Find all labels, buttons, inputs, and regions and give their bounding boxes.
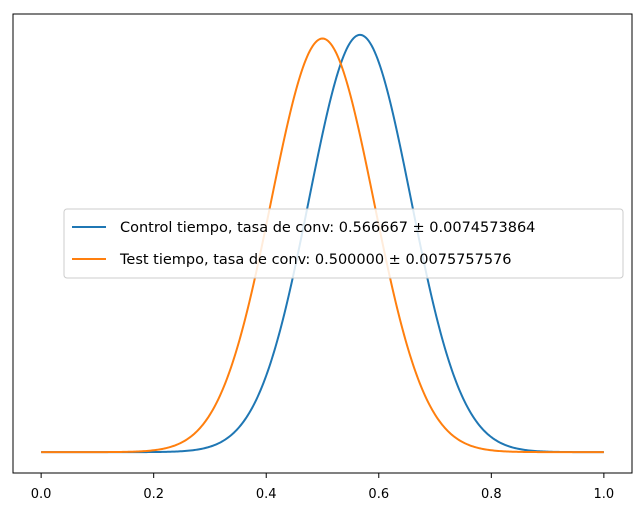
legend-label-test: Test tiempo, tasa de conv: 0.500000 ± 0.…	[119, 252, 512, 268]
legend: Control tiempo, tasa de conv: 0.566667 ±…	[63, 208, 624, 279]
x-tick-label: 0.6	[368, 487, 389, 502]
plot-frame	[12, 13, 633, 474]
x-axis: 0.0 0.2 0.4 0.6 0.8 1.0	[31, 473, 614, 502]
series-line-test	[41, 37, 604, 454]
series-layer	[41, 33, 604, 454]
x-tick-label: 0.4	[256, 487, 277, 502]
x-tick-label: 0.8	[481, 487, 502, 502]
legend-box	[63, 208, 624, 279]
legend-label-control: Control tiempo, tasa de conv: 0.566667 ±…	[120, 220, 535, 236]
x-tick-label: 1.0	[594, 487, 615, 502]
x-tick-label: 0.2	[143, 487, 164, 502]
x-tick-label: 0.0	[31, 487, 52, 502]
